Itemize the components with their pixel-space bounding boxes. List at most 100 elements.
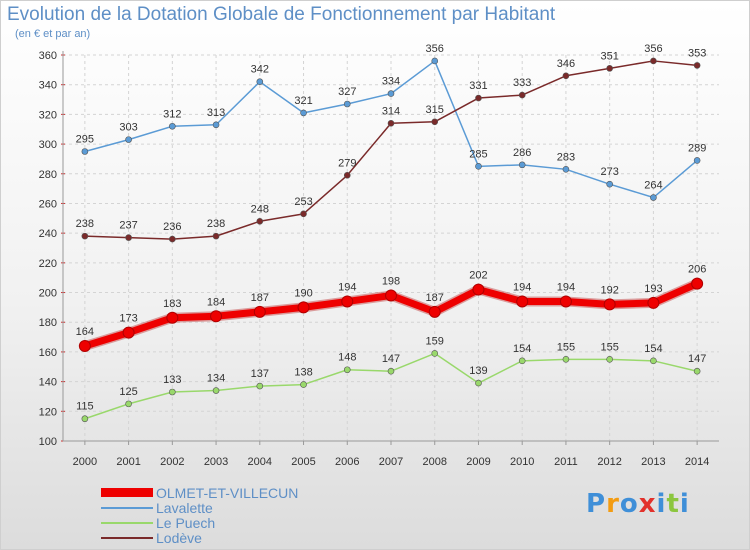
data-label-lod-ve: 333	[513, 77, 531, 89]
legend-item-le-puech: Le Puech	[101, 515, 298, 531]
data-label-le-puech: 154	[644, 343, 662, 355]
data-point-le-puech	[693, 367, 701, 375]
data-point-olmet-et-villecun	[647, 296, 660, 309]
y-tick-label: 320	[39, 109, 57, 121]
data-point-lod-ve	[431, 118, 439, 126]
data-point-le-puech	[650, 357, 657, 365]
data-label-lavalette: 273	[600, 166, 618, 178]
legend-swatch-lavalette	[101, 506, 153, 509]
data-point-olmet-et-villecun	[603, 298, 616, 311]
data-label-lavalette: 264	[644, 180, 662, 192]
data-point-lavalette	[693, 157, 701, 164]
data-label-lavalette: 295	[76, 134, 94, 146]
y-tick-label: 200	[39, 288, 57, 300]
legend-label-olmet: OLMET-ET-VILLECUN	[156, 484, 299, 501]
data-label-lod-ve: 331	[469, 80, 487, 92]
data-point-olmet-et-villecun	[166, 311, 179, 324]
data-point-lavalette	[650, 194, 657, 201]
data-point-olmet-et-villecun	[385, 289, 397, 302]
y-tick-label: 140	[39, 377, 57, 389]
data-point-le-puech	[300, 381, 307, 388]
x-tick-label: 2000	[73, 456, 97, 468]
data-label-lod-ve: 351	[600, 50, 618, 62]
data-point-lavalette	[343, 100, 351, 108]
x-tick-label: 2006	[335, 456, 359, 468]
data-point-le-puech	[431, 350, 439, 357]
data-label-olmet-et-villecun: 184	[207, 296, 225, 308]
data-label-olmet-et-villecun: 164	[76, 326, 94, 338]
data-label-lod-ve: 238	[76, 218, 94, 230]
data-label-le-puech: 137	[251, 368, 269, 380]
data-label-lavalette: 334	[382, 76, 400, 88]
data-label-olmet-et-villecun: 202	[469, 270, 487, 282]
data-label-olmet-et-villecun: 173	[119, 313, 137, 325]
data-label-lavalette: 289	[688, 142, 706, 154]
x-tick-labels: 2000 2001 2002 2003 2004 2005 2006 2007 2008 2009…	[73, 456, 710, 468]
y-tick-label: 240	[39, 228, 57, 240]
data-point-lavalette	[431, 57, 439, 65]
data-point-lod-ve	[518, 91, 526, 99]
data-point-olmet-et-villecun	[559, 295, 572, 308]
data-point-lod-ve	[343, 171, 351, 179]
data-label-olmet-et-villecun: 192	[600, 284, 618, 296]
data-label-olmet-et-villecun: 194	[557, 281, 575, 293]
data-label-lavalette: 327	[338, 86, 356, 98]
data-label-lod-ve: 236	[163, 221, 181, 233]
data-label-lod-ve: 353	[688, 47, 706, 59]
data-label-le-puech: 134	[207, 373, 225, 385]
data-point-olmet-et-villecun	[297, 301, 310, 314]
y-tick-label: 280	[39, 169, 57, 181]
data-point-le-puech	[125, 400, 132, 408]
legend-item-lodeve: Lodève	[101, 530, 298, 546]
data-point-le-puech	[387, 367, 395, 375]
data-label-lod-ve: 314	[382, 105, 400, 117]
logo-letter: i	[679, 489, 690, 519]
y-tick-label: 180	[39, 317, 57, 329]
data-point-olmet-et-villecun	[516, 295, 529, 308]
series-lines	[78, 57, 704, 423]
y-tick-label: 100	[39, 436, 57, 448]
data-label-olmet-et-villecun: 193	[644, 283, 662, 295]
data-label-le-puech: 147	[382, 353, 400, 365]
data-point-le-puech	[606, 356, 613, 363]
x-tick-label: 2001	[116, 456, 140, 468]
data-point-le-puech	[81, 415, 89, 423]
axes	[61, 51, 719, 445]
chart-title: Evolution de la Dotation Globale de Fonc…	[7, 4, 556, 25]
legend-swatch-olmet	[101, 488, 153, 497]
y-tick-label: 160	[39, 347, 57, 359]
data-label-le-puech: 138	[294, 367, 312, 379]
data-label-lod-ve: 237	[119, 220, 137, 232]
grid-lines	[63, 54, 719, 442]
chart-legend: OLMET-ET-VILLECUN Lavalette Le Puech Lod…	[101, 484, 299, 546]
legend-swatch-lodeve	[101, 536, 153, 539]
data-point-olmet-et-villecun	[428, 305, 441, 318]
data-point-lod-ve	[212, 232, 220, 240]
data-point-le-puech	[256, 382, 264, 390]
y-tick-label: 260	[39, 198, 57, 210]
data-label-olmet-et-villecun: 194	[513, 281, 531, 293]
data-point-lod-ve	[475, 94, 482, 102]
data-label-lavalette: 286	[513, 147, 531, 159]
logo-letter: r	[606, 489, 620, 519]
x-tick-label: 2007	[379, 456, 403, 468]
data-label-lavalette: 342	[251, 64, 269, 76]
data-label-le-puech: 147	[688, 353, 706, 365]
data-label-lavalette: 283	[557, 151, 575, 163]
chart-subtitle: (en € et par an)	[15, 28, 91, 40]
logo-letter: x	[638, 489, 657, 519]
data-label-le-puech: 159	[426, 335, 444, 347]
legend-item-lavalette: Lavalette	[101, 500, 298, 516]
data-point-lod-ve	[693, 62, 701, 69]
data-point-lavalette	[81, 148, 89, 155]
data-point-lavalette	[256, 78, 264, 86]
data-label-le-puech: 125	[119, 386, 137, 398]
data-point-olmet-et-villecun	[78, 339, 91, 352]
data-point-lavalette	[300, 109, 307, 117]
data-label-lavalette: 313	[207, 107, 225, 119]
data-point-lavalette	[169, 122, 176, 130]
data-point-le-puech	[169, 388, 176, 396]
data-point-lavalette	[606, 180, 613, 188]
data-label-lod-ve: 315	[426, 104, 444, 116]
